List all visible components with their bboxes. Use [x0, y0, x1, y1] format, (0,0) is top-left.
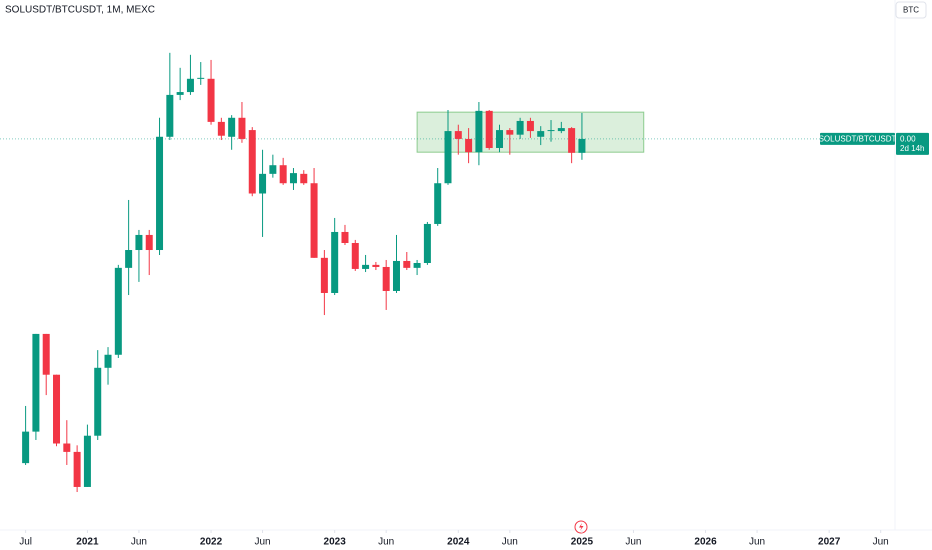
candle-body — [362, 264, 370, 269]
candle-body — [485, 110, 493, 148]
x-tick-label: 2024 — [447, 537, 470, 548]
x-tick-label: Jun — [131, 537, 147, 548]
candle-body — [53, 374, 61, 444]
price-label: 0.00 — [900, 135, 916, 144]
candle-body — [248, 130, 256, 194]
symbol-label-box — [820, 132, 895, 145]
currency-button[interactable] — [895, 1, 927, 19]
candle-body — [403, 260, 411, 268]
x-tick-label: 2026 — [694, 537, 717, 548]
candle-body — [557, 128, 565, 132]
candle-body — [310, 183, 318, 258]
candle-body — [516, 120, 524, 135]
x-tick-label: Jun — [873, 537, 889, 548]
x-tick-label: Jun — [502, 537, 518, 548]
candle-body — [423, 223, 431, 263]
candle-body — [114, 267, 122, 355]
candle-body — [320, 257, 328, 293]
candle-body — [238, 117, 246, 139]
candle-body — [269, 165, 277, 174]
x-tick-label: 2022 — [200, 537, 223, 548]
candle-body — [300, 173, 308, 184]
candle-body — [197, 77, 205, 79]
x-tick-label: Jun — [749, 537, 765, 548]
candle-body — [351, 242, 359, 269]
candle-body — [444, 131, 452, 184]
candle-body — [279, 165, 287, 184]
candle-body — [526, 120, 534, 132]
candle-body — [341, 231, 349, 243]
candle-body — [578, 138, 586, 153]
candle-body — [22, 431, 30, 464]
candle-body — [434, 183, 442, 224]
x-tick-label: 2021 — [76, 537, 99, 548]
candle-body — [372, 264, 380, 267]
candle-body — [228, 117, 236, 137]
chart-title: SOLUSDT/BTCUSDT, 1M, MEXC — [5, 5, 155, 16]
candle-body — [382, 266, 390, 291]
candle-body — [186, 78, 194, 93]
x-tick-label: 2025 — [571, 537, 594, 548]
candle-body — [73, 451, 81, 487]
candle-body — [537, 131, 545, 137]
candle-body — [42, 333, 50, 375]
candle-body — [465, 138, 473, 153]
x-tick-label: 2027 — [818, 537, 841, 548]
candle-body — [166, 94, 174, 137]
candle-body — [176, 92, 184, 95]
candle-body — [413, 262, 421, 268]
candle-body — [83, 435, 91, 487]
x-tick-label: Jun — [378, 537, 394, 548]
candle-body — [392, 260, 400, 291]
candle-body — [63, 443, 71, 452]
x-tick-label: 2023 — [324, 537, 347, 548]
candle-body — [104, 354, 112, 368]
countdown-label: 2d 14h — [900, 144, 924, 153]
candle-body — [331, 231, 339, 293]
x-tick-label: Jun — [254, 537, 270, 548]
candle-body — [125, 250, 133, 268]
x-tick-label: Jun — [625, 537, 641, 548]
candle-body — [475, 110, 483, 153]
candle-body — [145, 234, 153, 251]
candle-body — [217, 121, 225, 136]
lightning-icon[interactable] — [574, 520, 588, 534]
candle-body — [289, 173, 297, 184]
candle-body — [135, 234, 143, 251]
candle-body — [32, 333, 40, 432]
candle-body — [496, 130, 504, 148]
candle-body — [506, 130, 514, 135]
candle-body — [547, 130, 555, 132]
symbol-label: SOLUSDT/BTCUSDT — [819, 135, 897, 144]
candle-body — [454, 131, 462, 139]
candle-body — [259, 173, 267, 194]
candle-body — [207, 78, 215, 122]
event-bolt — [579, 523, 584, 531]
candle-body — [94, 367, 102, 436]
currency-label[interactable]: BTC — [903, 6, 919, 15]
candle-body — [156, 136, 164, 251]
candle-body — [568, 128, 576, 153]
price-label-box — [896, 132, 929, 155]
x-tick-label: Jul — [19, 537, 32, 548]
